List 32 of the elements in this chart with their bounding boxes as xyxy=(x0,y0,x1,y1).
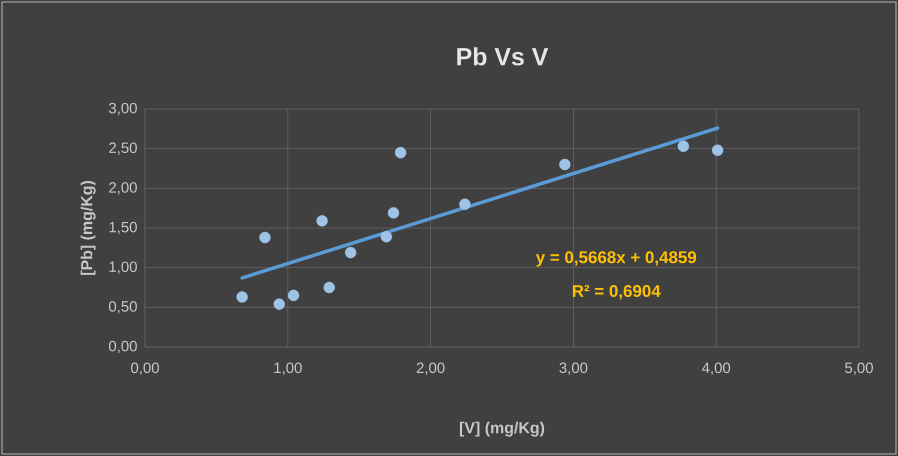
y-tick-label: 0,50 xyxy=(108,301,137,314)
y-tick-label: 1,00 xyxy=(110,261,137,274)
y-tick-label: 2,50 xyxy=(109,142,137,155)
point xyxy=(259,232,271,244)
point xyxy=(274,298,285,310)
point xyxy=(316,215,328,227)
x-tick-label: 5,00 xyxy=(845,362,873,375)
point xyxy=(388,207,400,219)
point xyxy=(712,144,724,156)
annotation: R² = 0,6904 xyxy=(572,285,661,300)
y-tick-label: 1,50 xyxy=(110,222,137,234)
point xyxy=(380,231,392,242)
y-tick-label: 3,00 xyxy=(108,102,137,116)
point xyxy=(344,246,356,258)
y-tick-label: 2,00 xyxy=(109,182,137,194)
point xyxy=(394,146,406,158)
point xyxy=(459,198,471,210)
x-axis-title: [V] (mg/Kg) xyxy=(460,422,544,437)
chart-title: Pb Vs V xyxy=(457,47,548,66)
point xyxy=(559,158,571,170)
x-tick-label: 3,00 xyxy=(559,362,588,375)
x-tick-label: 4,00 xyxy=(702,362,730,375)
point xyxy=(288,290,300,302)
x-tick-label: 1,00 xyxy=(274,362,302,375)
annotation: y = 0,5668x + 0,4859 xyxy=(536,251,696,267)
y-axis-title: [Pb] (mg/Kg) xyxy=(80,180,96,275)
point xyxy=(324,282,335,294)
x-tick-label: 0,00 xyxy=(131,362,159,375)
point xyxy=(236,291,248,303)
point xyxy=(678,140,690,152)
x-tick-label: 2,00 xyxy=(416,362,445,375)
y-tick-label: 0,00 xyxy=(108,340,137,354)
